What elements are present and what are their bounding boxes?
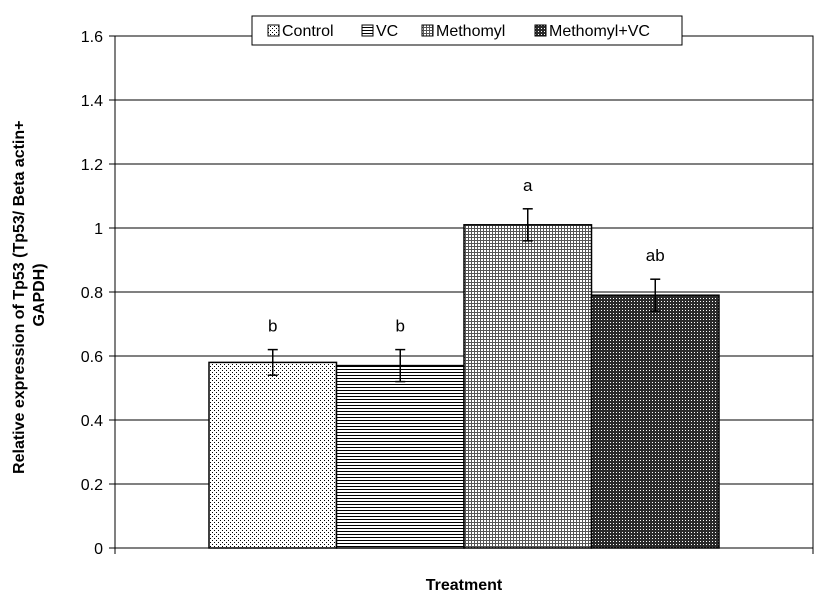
bars: b b a ab [208,176,720,549]
bar-methomyl-vc [590,294,720,549]
legend-swatch [361,24,374,37]
y-tick-label: 1.2 [81,157,103,174]
y-tick-label: 1 [94,221,103,238]
y-tick-label: 0.8 [81,285,103,302]
error-bar [522,208,533,242]
significance-label: ab [646,246,665,265]
bar-vc [335,364,465,549]
legend-label: Methomyl [436,23,505,40]
y-tick-label: 0.6 [81,349,103,366]
bar-methomyl [463,224,593,549]
legend-item: VC [361,23,398,40]
significance-label: b [268,317,277,336]
legend-label: VC [376,23,398,40]
legend-swatch [421,24,434,37]
y-axis-title-line1: Relative expression of Tp53 (Tp53/ Beta … [11,121,28,474]
y-tick-label: 0.4 [81,413,103,430]
legend-label: Methomyl+VC [549,23,650,40]
legend-label: Control [282,23,334,40]
legend-item: Control [267,23,334,40]
significance-label: b [396,317,405,336]
x-axis-title: Treatment [426,577,503,594]
legend-item: Methomyl [421,23,505,40]
legend-swatch [534,24,547,37]
y-axis: 0 0.2 0.4 0.6 0.8 1 1.2 1.4 1.6 [81,29,814,558]
error-bar [395,348,406,383]
significance-label: a [523,176,533,195]
error-bar [267,348,278,376]
y-axis-title-line2: GAPDH) [31,263,48,326]
y-tick-label: 1.4 [81,93,103,110]
legend-box [251,15,683,46]
legend-item: Methomyl+VC [534,23,650,40]
legend-swatch [267,24,280,37]
y-tick-label: 0 [94,541,103,558]
bar-control [208,361,338,549]
y-tick-label: 0.2 [81,477,103,494]
y-axis-title: Relative expression of Tp53 (Tp53/ Beta … [11,116,48,474]
error-bar [650,278,661,312]
legend: Control VC Methomyl Methomyl+VC [251,15,683,46]
y-tick-label: 1.6 [81,29,103,46]
